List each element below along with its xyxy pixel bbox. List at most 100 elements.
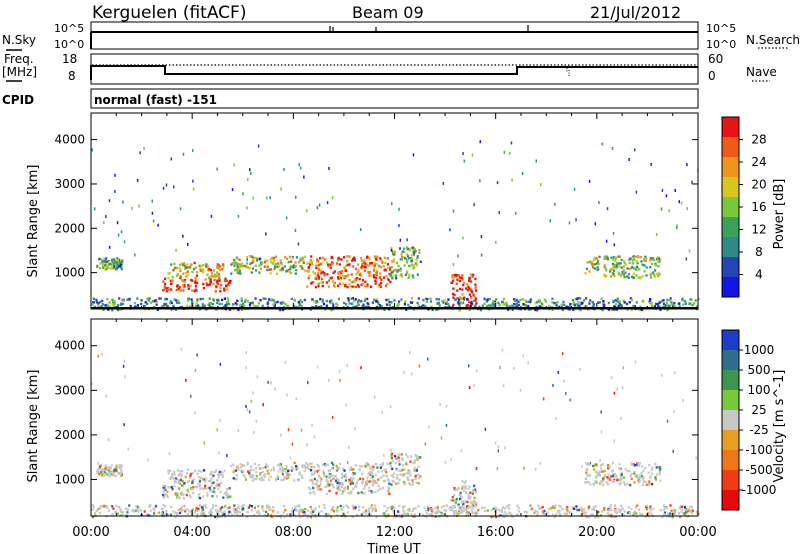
power-cell [456, 297, 459, 300]
power-cell [650, 256, 653, 260]
power-cell [609, 268, 612, 271]
velocity-cell [690, 511, 693, 515]
power-ytick-label: 4000 [54, 133, 85, 147]
velocity-cell [162, 496, 165, 499]
velocity-cell [366, 481, 369, 485]
power-cell [113, 258, 116, 261]
power-cell [640, 260, 643, 263]
velocity-cell [100, 472, 103, 475]
velocity-cell [587, 463, 590, 466]
velocity-cell [191, 472, 194, 475]
power-cell [658, 301, 661, 304]
velocity-cell [233, 511, 237, 515]
velocity-cell [473, 504, 476, 508]
power-cell [170, 263, 173, 266]
velocity-cell [461, 499, 464, 503]
power-cell [370, 285, 373, 288]
velocity-x-ticks [90, 319, 699, 516]
power-cell [346, 285, 349, 289]
velocity-cell [95, 509, 98, 513]
power-cell [331, 261, 334, 264]
power-cell [108, 301, 111, 304]
power-cell [635, 255, 638, 258]
velocity-cell [196, 515, 199, 519]
velocity-sparse-cell [245, 351, 247, 355]
power-cell [419, 260, 422, 263]
power-cell [337, 272, 340, 275]
power-cell [415, 258, 418, 262]
power-cell [583, 299, 586, 302]
velocity-cell [197, 507, 200, 511]
power-cell [591, 301, 594, 304]
power-cell [258, 264, 261, 267]
velocity-cell [183, 482, 186, 485]
velocity-sparse-cell [289, 456, 292, 460]
power-cell [353, 256, 356, 260]
power-cell [541, 302, 544, 305]
velocity-cell [350, 479, 354, 483]
velocity-sparse-cell [194, 368, 197, 372]
power-sparse-cell [457, 254, 459, 258]
power-cell [390, 301, 393, 304]
power-cell [327, 279, 331, 282]
power-cell [483, 302, 486, 306]
power-cell [317, 259, 320, 262]
power-cell [219, 286, 222, 290]
velocity-cell [119, 514, 122, 517]
velocity-cell [620, 473, 624, 476]
velocity-cell [344, 475, 347, 479]
velocity-cell [122, 511, 125, 514]
velocity-cell [372, 465, 375, 469]
velocity-cell [601, 480, 604, 483]
power-cell [218, 279, 221, 282]
velocity-cell [371, 480, 374, 483]
power-cell [652, 273, 655, 276]
velocity-cell [659, 468, 662, 471]
velocity-cell [209, 489, 212, 493]
power-cell [403, 303, 406, 306]
velocity-cell [338, 466, 341, 470]
velocity-sparse-cell [613, 391, 616, 395]
power-sparse-cell [496, 181, 499, 185]
power-cell [369, 270, 372, 274]
velocity-cell [595, 475, 598, 478]
power-cell [408, 247, 411, 250]
velocity-cell [105, 504, 108, 508]
velocity-sparse-cell [252, 391, 254, 395]
velocity-cell [533, 511, 536, 515]
velocity-cell [309, 516, 313, 519]
velocity-sparse-cell [379, 463, 381, 467]
power-cell [576, 305, 579, 308]
power-cell [280, 263, 284, 266]
velocity-cell [320, 510, 323, 513]
power-cell [489, 304, 492, 307]
velocity-cell [311, 480, 314, 483]
velocity-cell [314, 482, 317, 486]
velocity-cell [251, 479, 254, 482]
power-cell [406, 259, 409, 263]
power-cell [254, 305, 257, 308]
power-cell [197, 304, 200, 307]
power-cell [522, 303, 525, 306]
velocity-cell [473, 484, 476, 488]
velocity-cell [216, 482, 219, 486]
velocity-cell [250, 509, 253, 512]
velocity-cell [307, 468, 310, 471]
power-cell [626, 302, 629, 306]
power-sparse-cell [258, 257, 261, 261]
power-sparse-cell [173, 185, 175, 189]
velocity-cell [352, 472, 355, 475]
power-cell [668, 304, 671, 307]
power-cell [259, 299, 262, 302]
velocity-cell [644, 480, 647, 483]
velocity-cell [197, 482, 200, 486]
power-cell [92, 301, 95, 304]
power-cell [416, 256, 419, 259]
velocity-cell [164, 493, 167, 496]
power-cell [194, 281, 197, 285]
velocity-cell [684, 508, 687, 512]
velocity-cell [417, 482, 420, 485]
velocity-cell [196, 472, 199, 476]
power-cell [657, 304, 660, 308]
